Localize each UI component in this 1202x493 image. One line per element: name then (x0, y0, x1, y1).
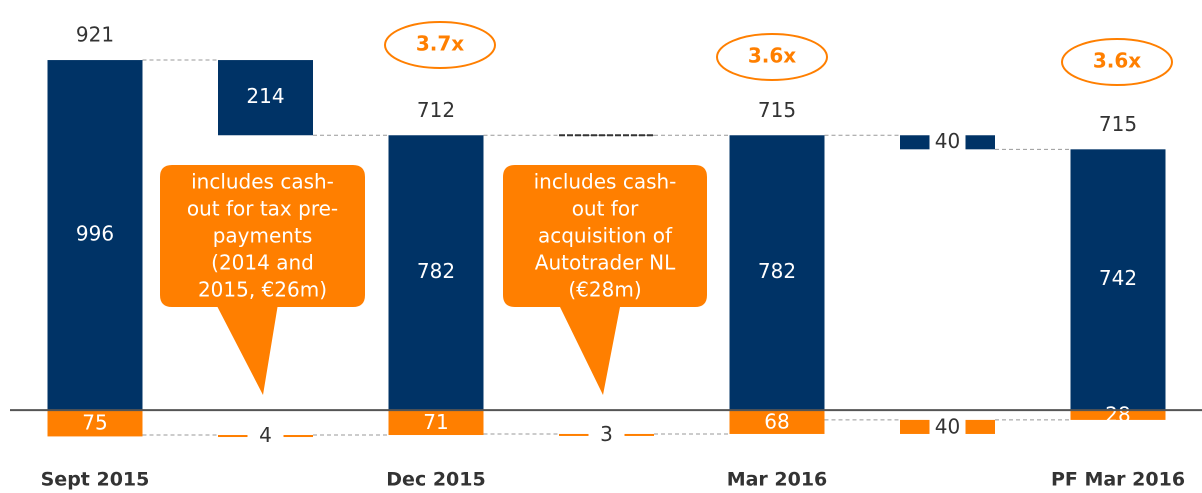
x-tick-label: PF Mar 2016 (1051, 469, 1185, 491)
bar (47, 60, 143, 411)
callout-text: out for tax pre- (187, 197, 338, 221)
label-bg (588, 423, 625, 446)
label-bg (929, 131, 966, 154)
value-label: 996 (76, 222, 114, 246)
bar (388, 135, 484, 411)
multiple-bubble (1061, 38, 1173, 86)
value-label: 3 (600, 422, 613, 446)
callout-text: 2015, €26m) (198, 278, 327, 302)
x-tick-label: Dec 2015 (386, 469, 485, 491)
bar (1070, 149, 1166, 411)
value-label: 742 (1099, 266, 1137, 290)
value-label: 782 (417, 259, 455, 283)
bar (388, 410, 484, 436)
net-label: 715 (758, 98, 796, 122)
label-bg (929, 415, 966, 438)
callout-text: (€28m) (568, 278, 641, 302)
value-label: 68 (764, 410, 789, 434)
value-label: 4 (259, 423, 272, 447)
multiple: 3.7x (416, 32, 464, 56)
callout-text: Autotrader NL (535, 251, 676, 275)
callout-text: (2014 and (211, 251, 314, 275)
callout (503, 165, 707, 395)
bar (1070, 410, 1166, 420)
multiple-bubble (384, 21, 496, 69)
net-label: 715 (1099, 112, 1137, 136)
callout-text: acquisition of (538, 224, 673, 248)
bar (218, 60, 313, 136)
value-label: 40 (935, 414, 960, 438)
multiple: 3.6x (1093, 49, 1141, 73)
callout-text: out for (572, 197, 639, 221)
value-label: 71 (423, 410, 448, 434)
value-label: 75 (82, 411, 107, 435)
bar (729, 410, 825, 434)
bar (729, 135, 825, 411)
callout-text: payments (213, 224, 313, 248)
multiple-bubble (716, 33, 828, 81)
multiple: 3.6x (748, 44, 796, 68)
value-label: 40 (935, 129, 960, 153)
value-label: 782 (758, 259, 796, 283)
callout (160, 165, 365, 395)
value-label: 214 (246, 84, 284, 108)
value-label: 28 (1105, 402, 1130, 426)
label-bg (247, 424, 284, 447)
x-tick-label: Sept 2015 (41, 469, 150, 491)
x-tick-label: Mar 2016 (727, 469, 828, 491)
bar (47, 410, 143, 437)
net-label: 712 (417, 98, 455, 122)
callout-text: includes cash- (191, 170, 334, 194)
net-label: 921 (76, 23, 114, 47)
callout-text: includes cash- (534, 170, 677, 194)
